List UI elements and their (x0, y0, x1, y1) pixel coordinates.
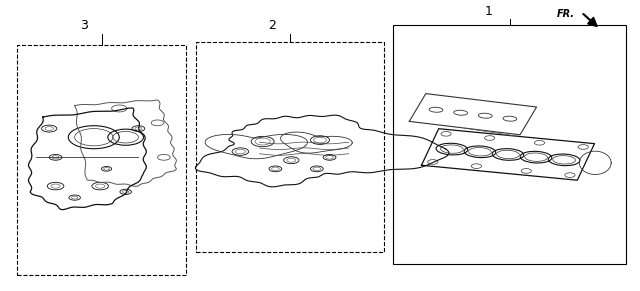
Text: 1: 1 (485, 5, 493, 18)
Text: 2: 2 (268, 19, 276, 32)
Bar (196, 42, 384, 252)
Bar (17, 45, 186, 275)
Text: FR.: FR. (557, 8, 575, 19)
Text: 3: 3 (80, 19, 88, 32)
Bar (394, 25, 626, 264)
